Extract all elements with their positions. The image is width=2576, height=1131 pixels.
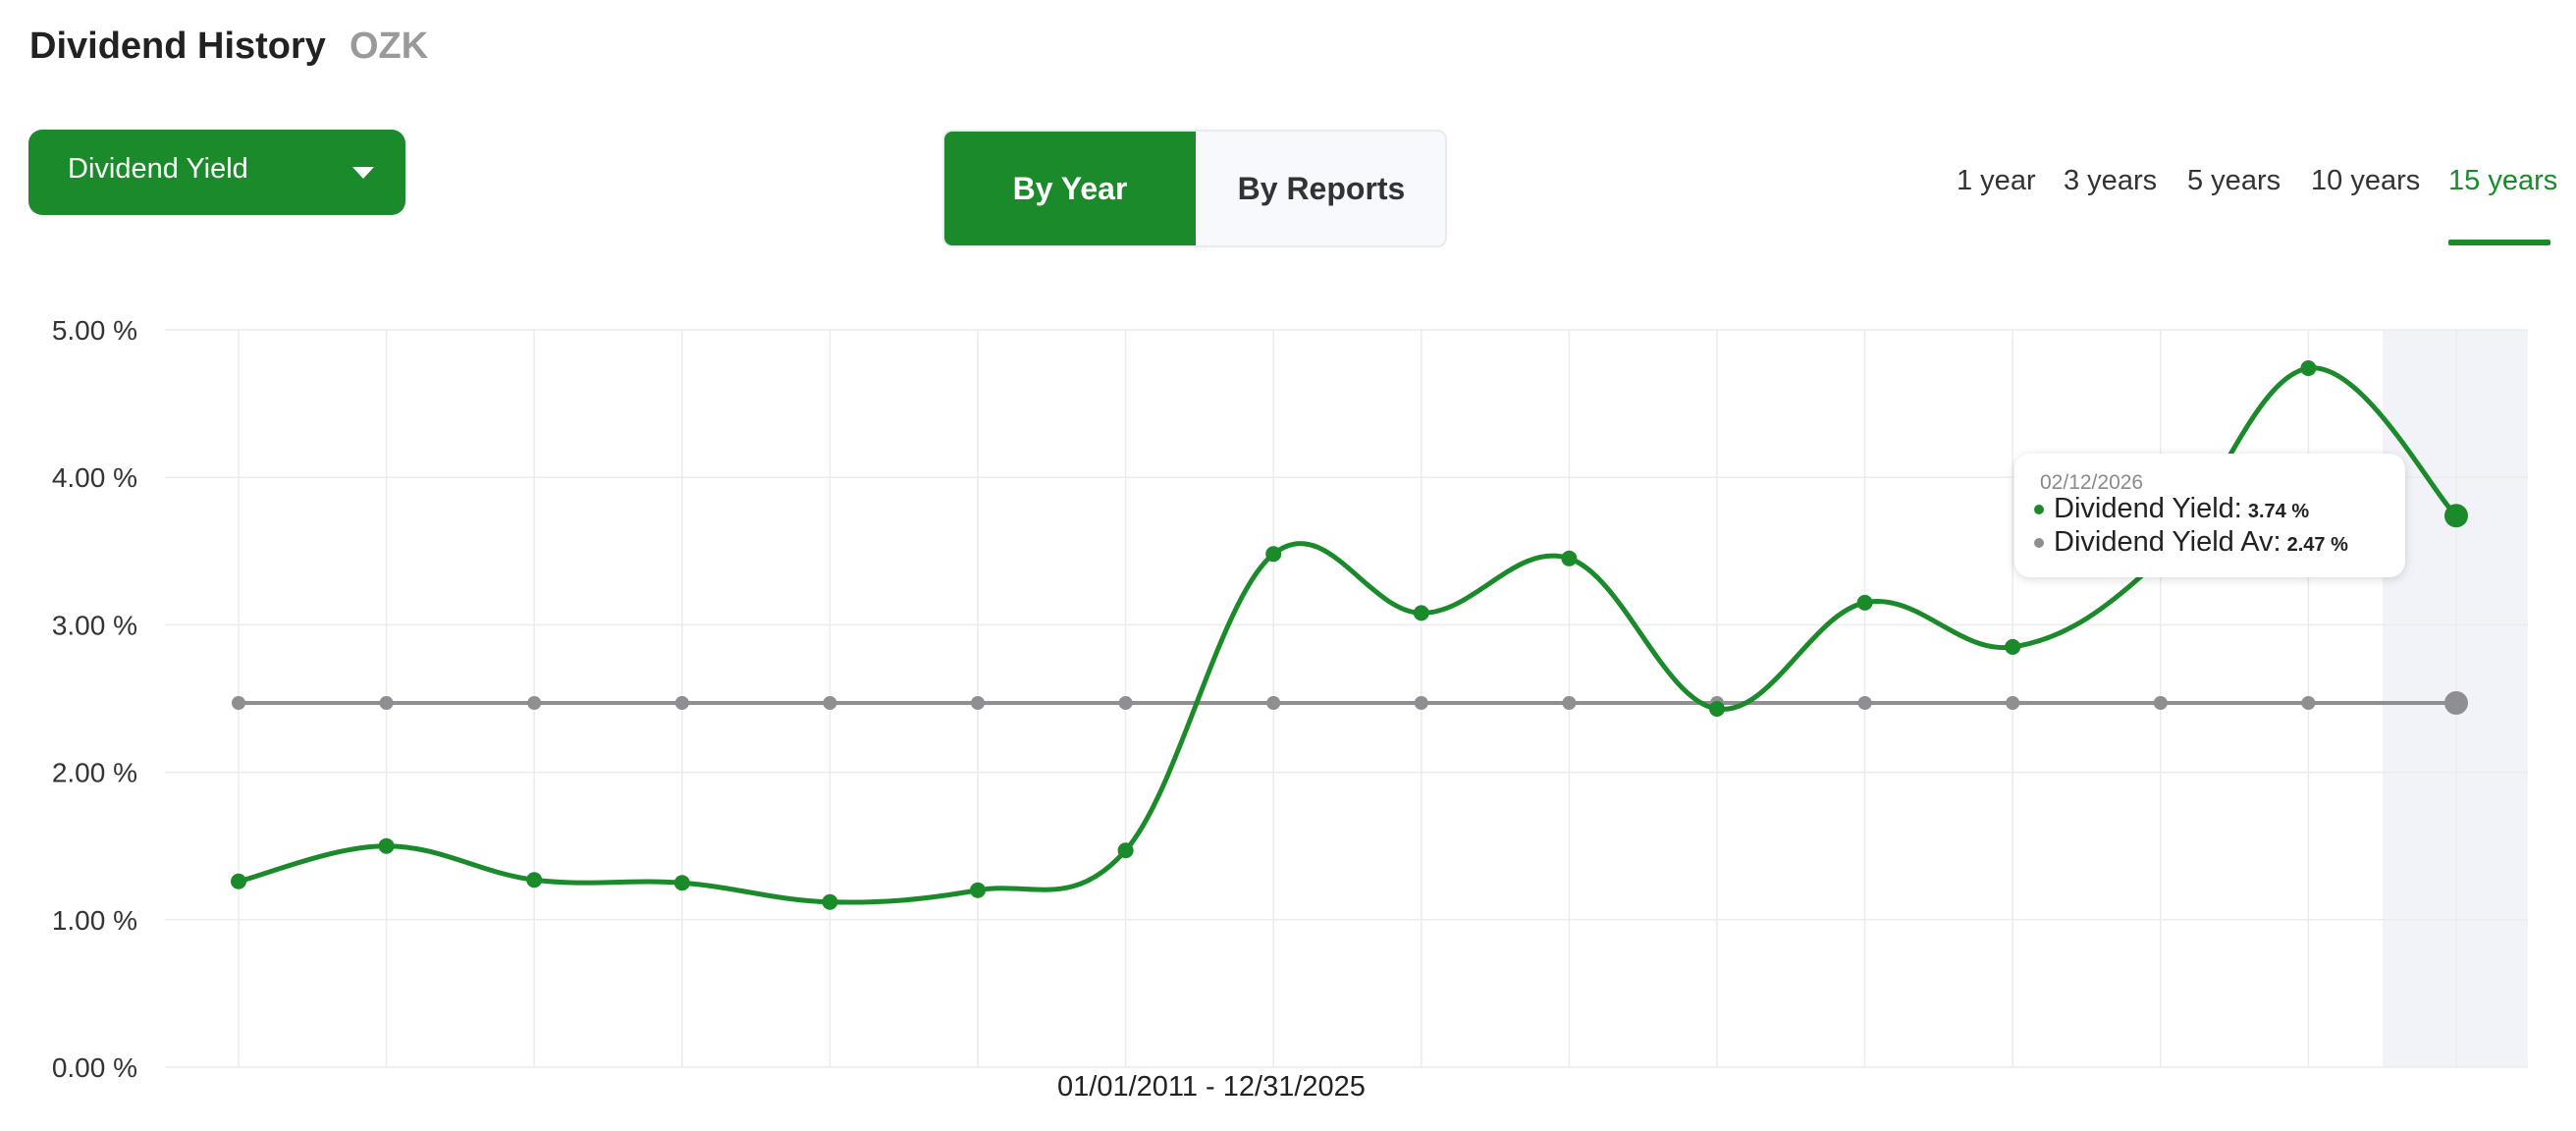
average-point: [2006, 696, 2020, 711]
view-toggle: By Year By Reports: [942, 130, 1447, 247]
yield-point: [1856, 594, 1873, 611]
yield-point: [2444, 504, 2468, 528]
series-line-dividend-yield: [238, 365, 2458, 905]
yield-point: [673, 875, 690, 891]
average-point: [823, 696, 837, 711]
average-point: [971, 696, 985, 711]
range-tab-10-years[interactable]: 10 years: [2311, 165, 2421, 196]
yield-point: [526, 872, 543, 889]
active-range-underline: [2448, 240, 2550, 245]
average-point: [674, 696, 689, 711]
metric-dropdown-label: Dividend Yield: [68, 153, 248, 185]
average-point: [1857, 696, 1872, 711]
y-tick-label: 4.00 %: [52, 462, 137, 493]
yield-point: [1117, 842, 1134, 859]
average-point: [1414, 696, 1428, 711]
tooltip-yield-value: 3.74 %: [2247, 501, 2310, 522]
average-point: [232, 696, 245, 711]
caret-down-icon: [352, 167, 374, 179]
average-point: [1118, 696, 1133, 711]
range-tab-15-years[interactable]: 15 years: [2448, 165, 2558, 196]
range-tab-3-years[interactable]: 3 years: [2064, 165, 2158, 196]
page-title: Dividend History: [29, 26, 326, 67]
metric-dropdown[interactable]: Dividend Yield: [28, 130, 405, 215]
yield-point: [1709, 701, 1725, 718]
yield-dot-icon: [2034, 505, 2044, 515]
yield-point: [378, 837, 395, 854]
y-tick-label: 1.00 %: [52, 905, 137, 936]
average-point: [379, 696, 394, 711]
yield-point: [970, 882, 986, 898]
chart-tooltip: 02/12/2026 Dividend Yield: 3.74 % Dividen…: [2014, 454, 2405, 577]
tooltip-avg-label: Dividend Yield Av:: [2054, 526, 2281, 558]
range-tab-5-years[interactable]: 5 years: [2187, 165, 2281, 196]
average-point: [2153, 696, 2168, 711]
average-point: [527, 696, 542, 711]
average-point: [1266, 696, 1281, 711]
yield-point: [1265, 546, 1282, 563]
yield-point: [2300, 360, 2317, 377]
average-dot-icon: [2034, 538, 2044, 549]
y-tick-label: 0.00 %: [52, 1052, 137, 1083]
tooltip-date: 02/12/2026: [2040, 471, 2144, 494]
average-point: [1562, 696, 1577, 711]
by-year-button[interactable]: By Year: [944, 132, 1196, 245]
ticker-symbol: OZK: [349, 26, 429, 67]
y-tick-label: 3.00 %: [52, 610, 137, 640]
tooltip-yield-label: Dividend Yield:: [2054, 493, 2242, 524]
yield-point: [822, 893, 838, 910]
yield-point: [1413, 605, 1429, 621]
yield-point: [231, 873, 246, 889]
tooltip-avg-row: Dividend Yield Av: 2.47 %: [2034, 526, 2348, 559]
yield-point: [2005, 638, 2021, 655]
date-range-label: 01/01/2011 - 12/31/2025: [1057, 1071, 1366, 1103]
by-reports-button[interactable]: By Reports: [1196, 132, 1445, 245]
average-point: [2444, 691, 2468, 716]
y-tick-label: 5.00 %: [52, 315, 137, 346]
yield-point: [1561, 550, 1578, 566]
tooltip-yield-row: Dividend Yield: 3.74 %: [2034, 493, 2309, 525]
average-point: [2301, 696, 2316, 711]
y-tick-label: 2.00 %: [52, 758, 137, 788]
range-tab-1-year[interactable]: 1 year: [1957, 165, 2036, 196]
tooltip-avg-value: 2.47 %: [2286, 534, 2348, 556]
